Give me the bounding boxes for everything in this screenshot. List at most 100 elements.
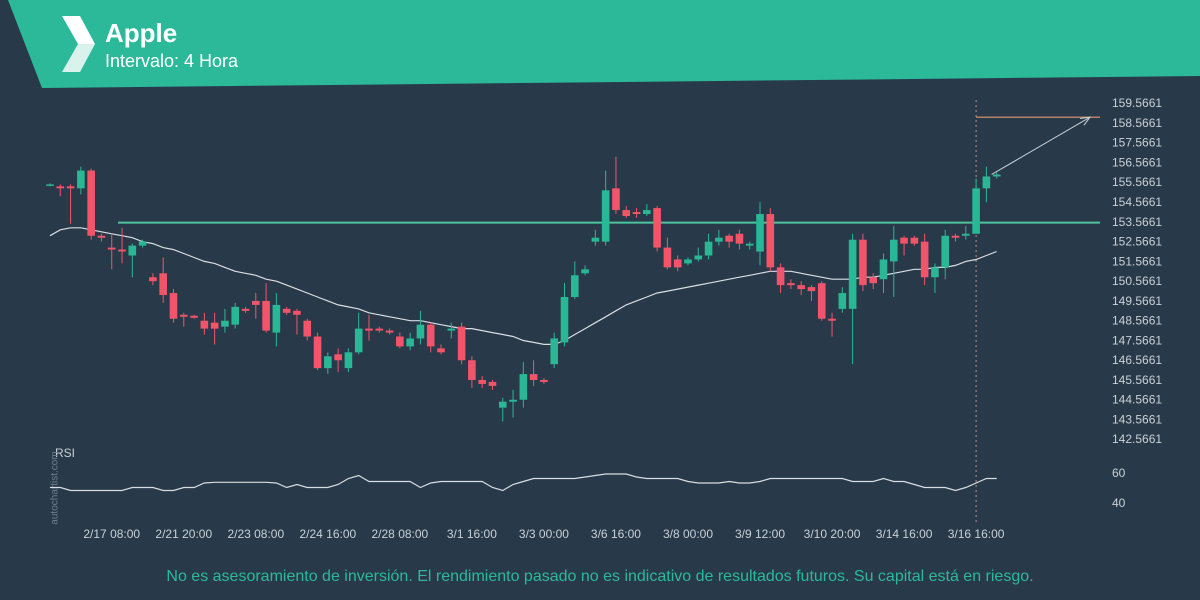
candle-body — [118, 249, 126, 252]
disclaimer: No es asesoramiento de inversión. El ren… — [166, 568, 1033, 585]
y-tick-label: 151.5661 — [1112, 254, 1162, 268]
candle-body — [498, 401, 507, 408]
chart-subtitle: Intervalo: 4 Hora — [105, 51, 239, 71]
candle-body — [540, 379, 548, 382]
rsi-tick-label: 60 — [1112, 466, 1126, 480]
candle-body — [313, 336, 322, 369]
forecast-arrow — [991, 116, 1091, 175]
candle-body — [190, 315, 198, 318]
x-tick-label: 2/17 08:00 — [83, 527, 140, 541]
y-tick-label: 147.5661 — [1112, 333, 1162, 347]
candle-body — [622, 210, 631, 216]
candle-body — [684, 259, 692, 264]
candle-body — [66, 186, 75, 189]
candle-body — [303, 320, 312, 337]
y-tick-label: 155.5661 — [1112, 175, 1162, 189]
candle-body — [951, 235, 960, 238]
candle-body — [97, 235, 106, 238]
candle-body — [385, 330, 394, 333]
candle-body — [972, 188, 980, 234]
candle-body — [231, 306, 240, 325]
x-tick-label: 3/6 16:00 — [591, 527, 641, 541]
rsi-tick-label: 40 — [1112, 496, 1126, 510]
candle-body — [138, 241, 147, 246]
candle-body — [396, 336, 404, 347]
y-tick-label: 148.5661 — [1112, 314, 1162, 328]
rsi-line — [50, 473, 997, 492]
candle-body — [282, 308, 291, 313]
candle-body — [787, 283, 795, 286]
y-tick-label: 145.5661 — [1112, 373, 1162, 387]
candle-body — [210, 322, 219, 329]
candle-body — [416, 324, 425, 339]
candle-body — [447, 328, 456, 331]
candle-body — [725, 235, 733, 242]
candle-body — [509, 399, 517, 402]
candle-body — [468, 360, 476, 380]
candle-body — [128, 245, 137, 256]
candle-body — [570, 275, 579, 297]
forecast-arrow-head — [1080, 116, 1092, 126]
logo — [62, 44, 95, 72]
moving-average — [49, 227, 997, 345]
x-tick-label: 2/23 08:00 — [227, 527, 284, 541]
candle-body — [581, 269, 589, 274]
candle-body — [663, 247, 672, 268]
candle-body — [643, 210, 651, 215]
candle-body — [519, 374, 528, 400]
y-tick-label: 158.5661 — [1112, 116, 1162, 130]
candle-body — [478, 379, 486, 384]
candle-body — [900, 237, 908, 244]
candle-body — [653, 208, 661, 248]
y-tick-label: 144.5661 — [1112, 393, 1162, 407]
candle-body — [879, 259, 888, 280]
candle-body — [735, 233, 744, 244]
y-tick-label: 143.5661 — [1112, 412, 1162, 426]
candle-body — [87, 170, 95, 236]
chart-title: Apple — [105, 18, 177, 48]
candle-body — [745, 243, 754, 246]
candle-body — [931, 267, 939, 278]
candle-body — [200, 320, 209, 329]
candle-body — [838, 293, 847, 309]
candle-body — [365, 328, 373, 331]
candle-body — [848, 239, 857, 309]
candle-body — [488, 381, 497, 386]
candle-body — [149, 277, 157, 282]
candle-body — [179, 314, 188, 317]
candle-body — [437, 348, 445, 353]
candle-body — [920, 241, 929, 278]
candle-body — [241, 308, 250, 311]
logo — [62, 16, 95, 44]
candle-body — [221, 320, 229, 327]
candle-body — [169, 293, 178, 319]
x-tick-label: 3/16 16:00 — [948, 527, 1005, 541]
y-tick-label: 152.5661 — [1112, 235, 1162, 249]
candle-body — [756, 214, 764, 252]
candle-body — [962, 233, 970, 236]
candle-body — [324, 356, 332, 369]
candle-body — [375, 328, 384, 331]
y-tick-label: 146.5661 — [1112, 353, 1162, 367]
candle-body — [46, 184, 54, 186]
candle-body — [529, 374, 538, 380]
candle-body — [704, 241, 713, 256]
x-tick-label: 2/24 16:00 — [299, 527, 356, 541]
candle-body — [354, 328, 363, 353]
candle-body — [406, 338, 414, 347]
y-tick-label: 153.5661 — [1112, 215, 1162, 229]
candle-body — [272, 304, 281, 333]
candle-body — [344, 352, 353, 369]
x-tick-label: 3/3 00:00 — [519, 527, 569, 541]
candle-body — [776, 267, 785, 286]
candle-body — [77, 170, 85, 189]
candle-body — [334, 354, 342, 361]
x-tick-label: 3/8 00:00 — [663, 527, 713, 541]
candle-body — [107, 247, 116, 250]
candle-body — [632, 212, 641, 215]
y-tick-label: 156.5661 — [1112, 155, 1162, 169]
candle-body — [807, 287, 816, 292]
x-tick-label: 3/9 12:00 — [735, 527, 785, 541]
candle-body — [612, 188, 620, 211]
